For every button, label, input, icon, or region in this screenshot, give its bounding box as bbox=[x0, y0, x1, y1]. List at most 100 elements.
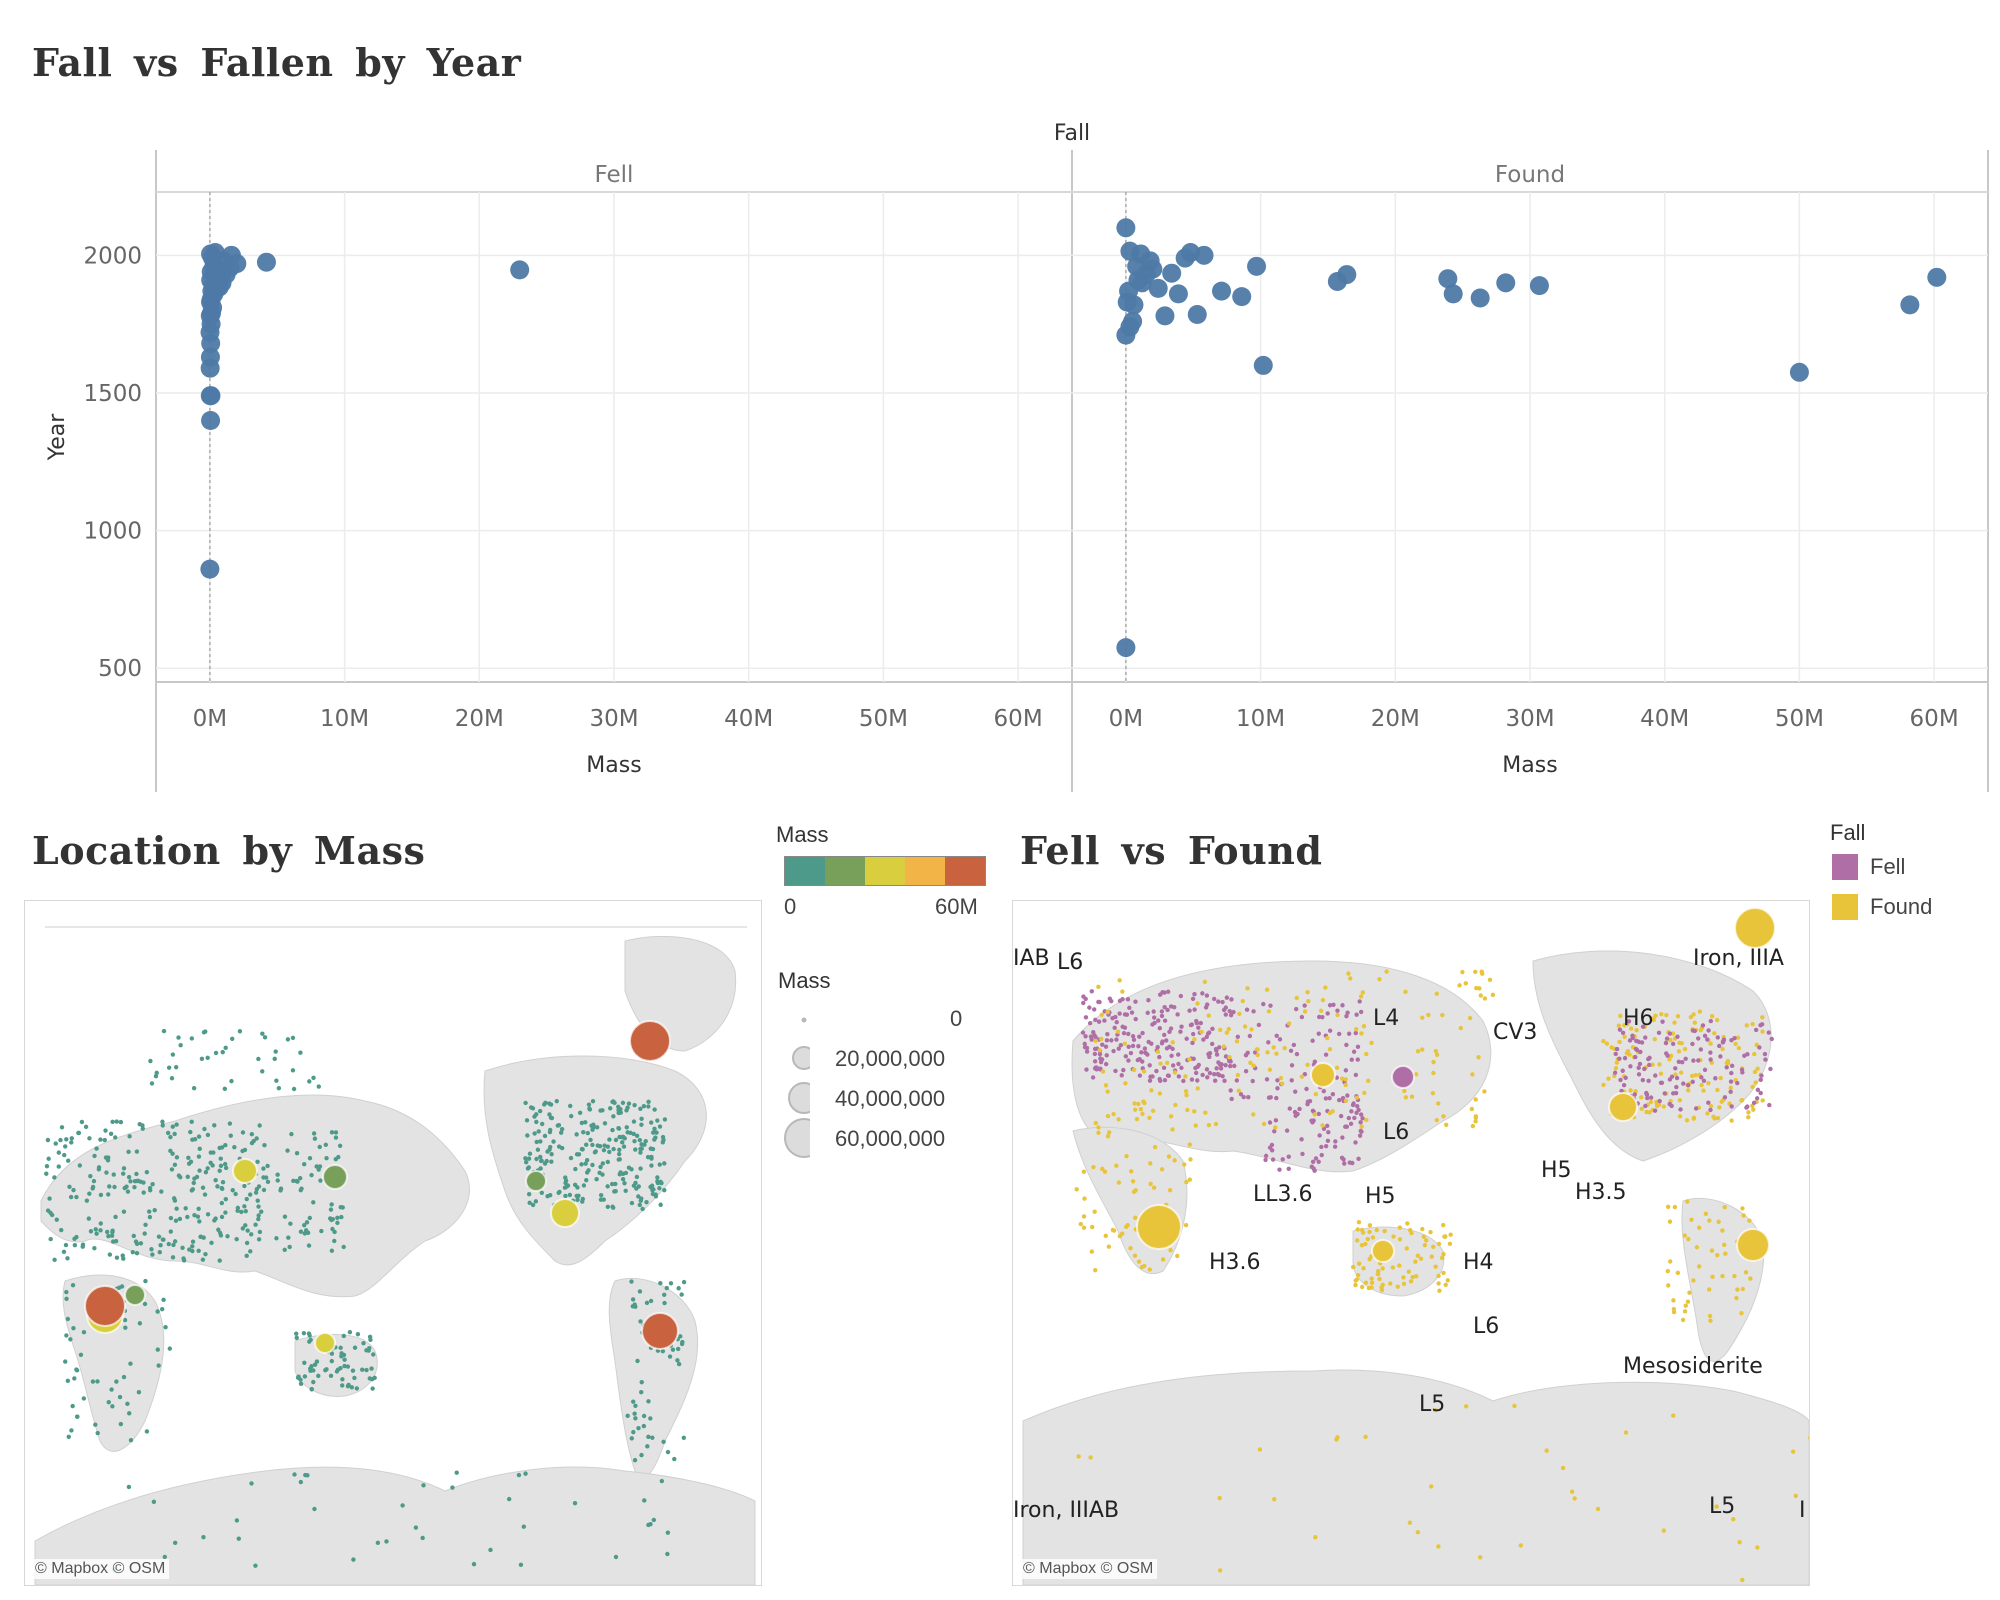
location-dot bbox=[311, 1200, 316, 1205]
fell-dot bbox=[1142, 1046, 1148, 1051]
found-dot bbox=[1355, 1227, 1360, 1232]
found-dot bbox=[1359, 1124, 1364, 1129]
fell-dot bbox=[1214, 1052, 1220, 1057]
fell-dot bbox=[1100, 1042, 1105, 1047]
fall-legend-swatch-found[interactable] bbox=[1832, 894, 1858, 920]
location-dot bbox=[302, 1360, 307, 1366]
size-legend-title: Mass bbox=[778, 968, 831, 993]
found-dot bbox=[1240, 998, 1245, 1004]
location-dot bbox=[174, 1155, 180, 1160]
fall-legend-label-found[interactable]: Found bbox=[1870, 894, 1933, 919]
point-found-30 bbox=[1247, 256, 1267, 276]
location-dot bbox=[150, 1182, 155, 1187]
fell-dot bbox=[1293, 1113, 1298, 1118]
found-dot bbox=[1175, 1253, 1180, 1259]
fall-legend-label-fell[interactable]: Fell bbox=[1870, 854, 1906, 879]
fell-dot bbox=[1648, 1095, 1654, 1100]
found-dot bbox=[1131, 1067, 1137, 1072]
found-dot bbox=[1363, 1241, 1368, 1247]
location-dot bbox=[631, 1399, 636, 1404]
found-dot bbox=[1473, 969, 1478, 975]
fell-dot bbox=[1232, 1063, 1237, 1069]
fell-dot bbox=[1337, 1097, 1342, 1103]
fell-dot bbox=[1113, 1068, 1118, 1074]
fell-dot bbox=[1675, 1034, 1680, 1039]
fell-dot bbox=[1179, 1024, 1184, 1029]
found-dot bbox=[1353, 1282, 1358, 1288]
found-dot bbox=[1717, 1105, 1722, 1110]
x-tick-label-1-3: 30M bbox=[1505, 706, 1554, 732]
location-dot bbox=[172, 1162, 178, 1168]
fell-dot bbox=[1223, 1012, 1228, 1017]
location-dot bbox=[255, 1198, 260, 1203]
fell-dot bbox=[1759, 1073, 1764, 1078]
fell-dot bbox=[1690, 1041, 1695, 1047]
location-dot bbox=[583, 1120, 588, 1125]
location-dot bbox=[639, 1379, 644, 1385]
fell-dot bbox=[1216, 999, 1221, 1004]
location-dot bbox=[307, 1339, 312, 1344]
found-dot bbox=[1750, 1084, 1755, 1090]
fell-dot bbox=[1617, 1027, 1623, 1032]
location-dot bbox=[290, 1068, 296, 1073]
fell-dot bbox=[1238, 1092, 1244, 1097]
fell-dot bbox=[1706, 1100, 1711, 1105]
location-dot bbox=[65, 1378, 71, 1384]
location-dot bbox=[230, 1188, 235, 1193]
color-legend-ramp bbox=[784, 856, 986, 886]
fell-dot bbox=[1113, 1014, 1118, 1020]
location-dot bbox=[635, 1358, 640, 1364]
location-map[interactable]: © Mapbox © OSM bbox=[24, 900, 762, 1586]
location-dot bbox=[220, 1049, 225, 1055]
fell-dot bbox=[1349, 1109, 1354, 1114]
found-dot bbox=[1172, 1158, 1177, 1163]
found-dot bbox=[1443, 1122, 1449, 1128]
location-dot bbox=[111, 1172, 116, 1177]
location-dot bbox=[168, 1134, 173, 1140]
location-dot bbox=[545, 1194, 550, 1199]
fall-legend-swatch-fell[interactable] bbox=[1832, 854, 1858, 880]
found-dot bbox=[1651, 1016, 1656, 1021]
location-dot bbox=[616, 1151, 622, 1157]
found-dot bbox=[1286, 1021, 1292, 1026]
fell-dot bbox=[1256, 1022, 1262, 1028]
fell-dot bbox=[1121, 1030, 1127, 1036]
found-dot bbox=[1709, 1248, 1715, 1253]
fell-dot bbox=[1612, 1070, 1618, 1075]
location-dot bbox=[143, 1278, 148, 1284]
fell-dot bbox=[1280, 1157, 1285, 1162]
location-dot bbox=[539, 1158, 544, 1163]
found-dot bbox=[1343, 1098, 1349, 1104]
found-dot bbox=[1320, 1123, 1325, 1128]
y-axis-label: Year bbox=[45, 413, 70, 462]
location-dot bbox=[107, 1184, 112, 1189]
found-dot bbox=[1422, 1242, 1428, 1248]
fell-dot bbox=[1155, 1044, 1160, 1050]
found-dot bbox=[1128, 1245, 1133, 1251]
location-dot bbox=[190, 1244, 195, 1249]
fell-dot bbox=[1645, 1095, 1650, 1101]
fell-dot bbox=[1357, 999, 1362, 1004]
fell-dot bbox=[1287, 1106, 1293, 1111]
fell-dot bbox=[1745, 1052, 1750, 1057]
found-dot bbox=[1708, 1103, 1714, 1109]
location-dot bbox=[209, 1240, 214, 1246]
fell-dot bbox=[1701, 1078, 1707, 1083]
location-dot bbox=[523, 1160, 529, 1165]
map-label-17: L5 bbox=[1709, 1494, 1735, 1519]
found-dot bbox=[1736, 1045, 1742, 1051]
location-dot bbox=[400, 1503, 405, 1508]
location-dot bbox=[98, 1192, 104, 1198]
fellfound-map[interactable]: IAB L6 Iron, IIIA L4 CV3 H6 L6 H5 H3.5 L… bbox=[1012, 900, 1810, 1586]
fell-dot bbox=[1274, 1095, 1279, 1101]
fell-dot bbox=[1662, 1091, 1667, 1096]
location-dot bbox=[119, 1284, 125, 1289]
location-dot bbox=[265, 1179, 271, 1185]
location-dot bbox=[244, 1196, 249, 1202]
found-dot bbox=[1369, 1276, 1374, 1281]
location-dot bbox=[242, 1183, 247, 1189]
location-dot bbox=[95, 1430, 100, 1436]
location-dot bbox=[170, 1255, 176, 1260]
location-dot bbox=[640, 1206, 645, 1212]
location-dot bbox=[168, 1229, 174, 1234]
